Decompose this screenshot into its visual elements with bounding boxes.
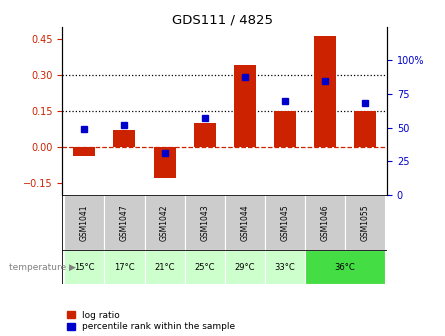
Bar: [145, 250, 185, 284]
Bar: [154, 147, 176, 178]
Bar: [113, 130, 135, 147]
Bar: [185, 250, 225, 284]
Text: GSM1046: GSM1046: [320, 204, 329, 241]
Bar: [225, 195, 265, 250]
Bar: [265, 195, 305, 250]
Bar: [73, 147, 95, 157]
Bar: [314, 37, 336, 147]
Bar: [105, 195, 145, 250]
Text: 29°C: 29°C: [235, 263, 255, 271]
Text: 33°C: 33°C: [275, 263, 295, 271]
Text: 17°C: 17°C: [114, 263, 135, 271]
Text: GSM1055: GSM1055: [360, 204, 370, 241]
Text: temperature ▶: temperature ▶: [9, 263, 76, 271]
Bar: [194, 123, 216, 147]
Text: GSM1045: GSM1045: [280, 204, 289, 241]
Text: GSM1042: GSM1042: [160, 204, 169, 241]
Text: GSM1047: GSM1047: [120, 204, 129, 241]
Bar: [354, 111, 376, 147]
Bar: [145, 195, 185, 250]
Text: 25°C: 25°C: [194, 263, 215, 271]
Text: GSM1043: GSM1043: [200, 204, 209, 241]
Bar: [234, 65, 256, 147]
Text: 36°C: 36°C: [335, 263, 356, 271]
Bar: [65, 250, 105, 284]
Text: GSM1044: GSM1044: [240, 204, 249, 241]
Text: 21°C: 21°C: [154, 263, 175, 271]
Bar: [185, 195, 225, 250]
Bar: [305, 250, 385, 284]
Bar: [274, 111, 296, 147]
Bar: [345, 195, 385, 250]
Text: GDS111 / 4825: GDS111 / 4825: [172, 13, 273, 27]
Bar: [225, 250, 265, 284]
Bar: [305, 195, 345, 250]
Bar: [265, 250, 305, 284]
Bar: [105, 250, 145, 284]
Text: 15°C: 15°C: [74, 263, 95, 271]
Bar: [65, 195, 105, 250]
Legend: log ratio, percentile rank within the sample: log ratio, percentile rank within the sa…: [67, 311, 235, 332]
Text: GSM1041: GSM1041: [80, 204, 89, 241]
